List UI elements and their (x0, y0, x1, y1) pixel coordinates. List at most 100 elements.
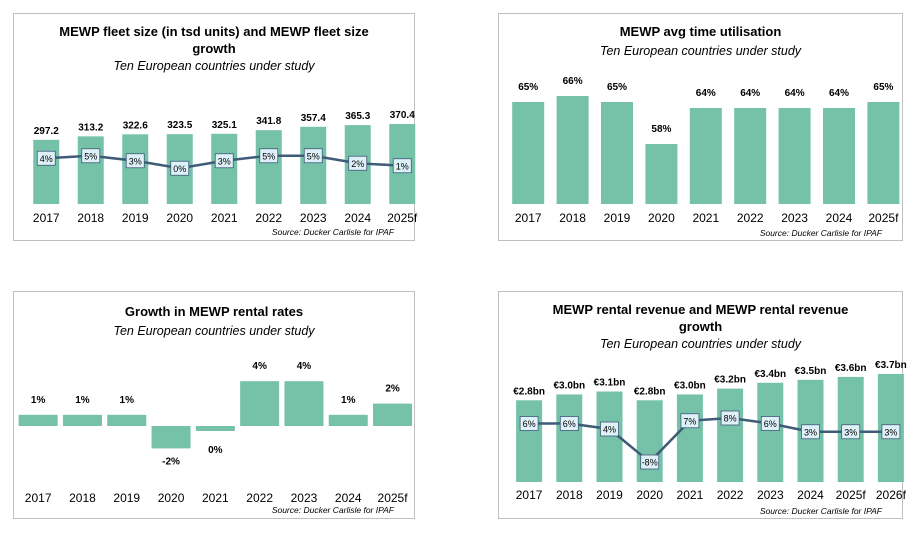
growth-point (680, 413, 700, 429)
growth-label: 8% (724, 414, 737, 424)
data-label: 341.8 (256, 116, 281, 127)
x-tick-label: 2025f (387, 211, 418, 225)
data-label: 66% (563, 76, 583, 87)
x-tick-label: 2025f (378, 491, 409, 505)
data-label: 4% (297, 361, 312, 372)
growth-point (519, 416, 539, 431)
x-tick-label: 2019 (604, 211, 631, 225)
bar-2018 (62, 414, 102, 426)
data-label: 313.2 (78, 122, 103, 133)
x-tick-label: 2023 (291, 491, 318, 505)
bar-2020 (151, 426, 191, 449)
growth-point (259, 148, 279, 164)
bar-2024 (328, 414, 368, 426)
growth-label: 1% (396, 161, 409, 171)
chart-subtitle: Ten European countries under study (599, 337, 802, 351)
bar-2020 (636, 400, 663, 482)
rental-rates-chart-panel: Growth in MEWP rental rates Ten European… (13, 291, 415, 519)
bar-2020 (645, 144, 678, 204)
growth-point (720, 410, 740, 426)
x-tick-label: 2017 (25, 491, 52, 505)
growth-point (392, 158, 412, 174)
growth-point (348, 155, 368, 171)
utilisation-chart-plot: 65% 66% 65% 58% 64% 64% 64% 64% 65% 2017 2018 2019 2… (512, 76, 900, 225)
fleet-size-chart-plot: 297.2 313.2 322.6 323.5 325.1 341.8 357.4 365.3… (33, 110, 418, 225)
data-label: -2% (162, 456, 180, 467)
bar-2025f (867, 102, 900, 204)
chart-title-line-1: MEWP fleet size (in tsd units) and MEWP … (59, 24, 369, 39)
growth-point (841, 424, 861, 440)
data-label: €3.1bn (594, 378, 626, 389)
x-tick-label: 2025f (836, 488, 867, 502)
data-label: 0% (208, 445, 223, 456)
chart-title-line-1: Growth in MEWP rental rates (124, 304, 304, 319)
bar-2019 (107, 414, 147, 426)
x-tick-label: 2023 (757, 488, 784, 502)
data-label: 1% (341, 395, 356, 406)
data-label: €3.2bn (714, 375, 746, 386)
growth-label: 4% (40, 154, 53, 164)
chart-title-line-2: growth (192, 41, 236, 56)
data-label: 325.1 (212, 120, 237, 131)
x-tick-label: 2025f (868, 211, 899, 225)
growth-label: 4% (603, 425, 616, 435)
growth-point (881, 424, 901, 440)
data-label: 1% (120, 395, 135, 406)
growth-label: -8% (642, 458, 658, 468)
chart-subtitle: Ten European countries under study (113, 324, 315, 338)
bar-2022 (734, 108, 767, 204)
x-tick-label: 2019 (113, 491, 140, 505)
x-tick-label: 2022 (737, 211, 764, 225)
growth-label: 3% (884, 427, 897, 437)
chart-source: Source: Ducker Carlisle for IPAF (271, 227, 394, 237)
data-label: €3.5bn (795, 366, 827, 377)
growth-label: 6% (563, 419, 576, 429)
chart-source: Source: Ducker Carlisle for IPAF (759, 506, 882, 516)
bar-2019 (601, 102, 633, 204)
bar-2023 (300, 126, 327, 204)
x-tick-label: 2019 (596, 488, 623, 502)
bar-2023 (284, 381, 324, 426)
x-tick-label: 2017 (33, 211, 60, 225)
x-tick-label: 2023 (781, 211, 808, 225)
growth-label: 3% (129, 156, 142, 166)
data-label: 65% (518, 82, 538, 93)
bar-2023 (778, 108, 811, 204)
x-tick-label: 2018 (556, 488, 583, 502)
growth-line (529, 416, 891, 464)
bar-2018 (556, 394, 583, 482)
x-tick-label: 2022 (255, 211, 282, 225)
growth-label: 3% (804, 427, 817, 437)
data-label: 65% (607, 82, 627, 93)
x-tick-label: 2020 (636, 488, 663, 502)
rental-revenue-chart-panel: MEWP rental revenue and MEWP rental reve… (498, 291, 907, 519)
data-label: 4% (252, 361, 267, 372)
bar-2022 (255, 130, 282, 204)
x-tick-label: 2024 (797, 488, 824, 502)
x-tick-label: 2020 (158, 491, 185, 505)
x-tick-label: 2018 (69, 491, 96, 505)
chart-title: MEWP rental revenue and MEWP rental reve… (499, 301, 902, 335)
chart-title-line-2: growth (678, 319, 723, 334)
growth-point (125, 153, 145, 169)
x-tick-label: 2024 (344, 211, 371, 225)
chart-subtitle: Ten European countries under study (113, 59, 315, 73)
x-tick-label: 2024 (826, 211, 853, 225)
growth-point (36, 150, 56, 166)
x-tick-label: 2023 (300, 211, 327, 225)
chart-title: MEWP avg time utilisation (499, 23, 902, 40)
chart-title: Growth in MEWP rental rates (14, 303, 414, 320)
growth-label: 3% (844, 427, 857, 437)
growth-point (81, 148, 101, 164)
data-label: €3.6bn (835, 363, 867, 374)
growth-point (600, 421, 619, 437)
chart-title: MEWP fleet size (in tsd units) and MEWP … (14, 23, 414, 57)
rental-revenue-chart-plot: €2.8bn €3.0bn €3.1bn €2.8bn €3.0bn €3.2bn €3.4… (513, 360, 906, 502)
x-tick-label: 2022 (717, 488, 744, 502)
data-label: 64% (829, 88, 849, 99)
growth-label: 0% (173, 164, 186, 174)
chart-subtitle: Ten European countries under study (599, 44, 802, 58)
data-label: 370.4 (390, 110, 415, 121)
data-label: 64% (785, 88, 805, 99)
bar-2018 (77, 136, 104, 204)
